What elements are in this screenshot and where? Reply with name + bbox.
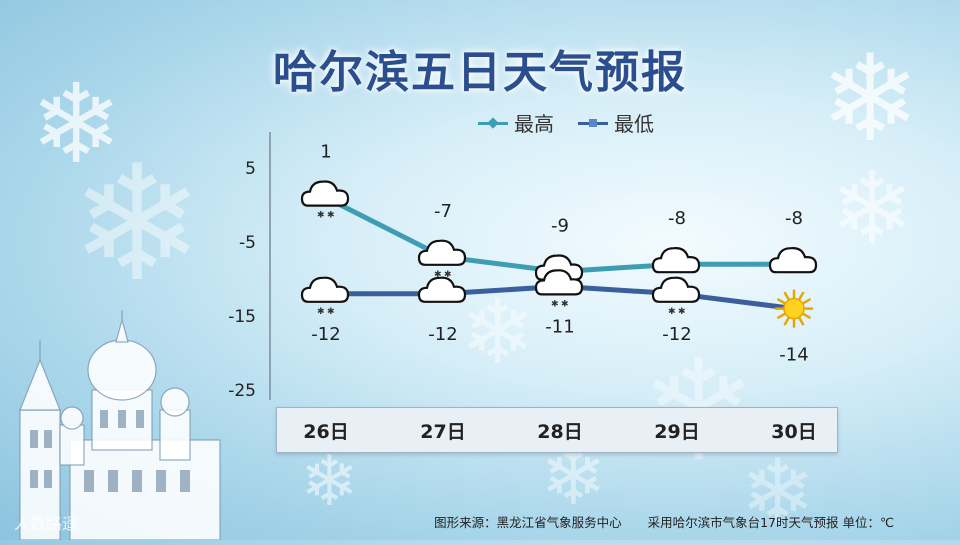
- cloud-icon: [417, 276, 467, 303]
- svg-text:✱: ✱: [551, 299, 559, 309]
- chart-legend: 最高 最低: [478, 108, 654, 137]
- low-value-label: -14: [779, 345, 808, 366]
- svg-text:✱: ✱: [678, 307, 686, 317]
- cloud-snow-icon: ✱✱: [417, 239, 467, 280]
- snowflake-icon: ❄: [740, 440, 816, 545]
- svg-text:✱: ✱: [317, 211, 325, 221]
- high-value-label: -8: [785, 208, 803, 229]
- x-tick-label: 29日: [654, 421, 699, 443]
- legend-swatch-high: [478, 116, 508, 129]
- low-value-label: -12: [662, 324, 691, 345]
- x-tick-label: 28日: [537, 421, 582, 443]
- legend-item-high: 最高: [478, 108, 554, 137]
- legend-swatch-low: [578, 117, 608, 129]
- snowflake-icon: ❄: [300, 440, 359, 522]
- y-tick-label: -5: [239, 233, 256, 253]
- svg-text:✱: ✱: [561, 299, 569, 309]
- y-tick-label: -25: [228, 381, 256, 401]
- legend-item-low: 最低: [578, 108, 654, 137]
- high-value-label: 1: [320, 142, 331, 163]
- x-tick-label: 30日: [771, 421, 816, 443]
- page-title: 哈尔滨五日天气预报: [273, 47, 687, 98]
- snowflake-icon: ❄: [820, 30, 921, 169]
- cloud-snow-icon: ✱✱: [534, 269, 584, 309]
- y-tick-label: -15: [228, 307, 256, 327]
- snowflake-icon: ❄: [460, 280, 536, 385]
- snowflake-icon: ❄: [30, 60, 123, 188]
- sun-icon: [774, 289, 814, 328]
- svg-text:✱: ✱: [434, 270, 442, 280]
- high-value-label: -8: [668, 208, 686, 229]
- legend-label-high: 最高: [514, 112, 554, 136]
- snowflake-icon: ❄: [70, 130, 205, 317]
- cloud-snow-icon: ✱✱: [300, 180, 350, 221]
- svg-text:✱: ✱: [327, 211, 335, 221]
- cloud-snow-icon: ✱✱: [651, 276, 701, 317]
- x-axis-bar: [276, 407, 838, 453]
- low-value-label: -11: [545, 316, 574, 337]
- cloud-icon: [768, 247, 818, 274]
- svg-text:✱: ✱: [317, 307, 325, 317]
- x-tick-label: 27日: [420, 421, 465, 443]
- cathedral-illustration: [19, 310, 221, 540]
- cloud-snow-icon: ✱✱: [300, 276, 350, 317]
- legend-label-low: 最低: [614, 112, 654, 136]
- snowflake-icon: ❄: [830, 150, 914, 267]
- credits: 图形来源：黑龙江省气象服务中心 采用哈尔滨市气象台17时天气预报 单位：℃: [412, 512, 894, 531]
- watermark-text: 人数路遥: [14, 514, 79, 533]
- low-value-label: -12: [428, 324, 457, 345]
- credits-forecast: 采用哈尔滨市气象台17时天气预报 单位：℃: [647, 515, 894, 530]
- credits-source: 图形来源：黑龙江省气象服务中心: [434, 515, 622, 530]
- high-value-label: -7: [434, 201, 452, 222]
- svg-text:✱: ✱: [444, 270, 452, 280]
- x-tick-label: 26日: [303, 421, 348, 443]
- svg-text:✱: ✱: [327, 307, 335, 317]
- high-value-label: -9: [551, 216, 569, 237]
- svg-text:✱: ✱: [668, 307, 676, 317]
- low-value-label: -12: [311, 324, 340, 345]
- y-tick-label: 5: [245, 159, 256, 179]
